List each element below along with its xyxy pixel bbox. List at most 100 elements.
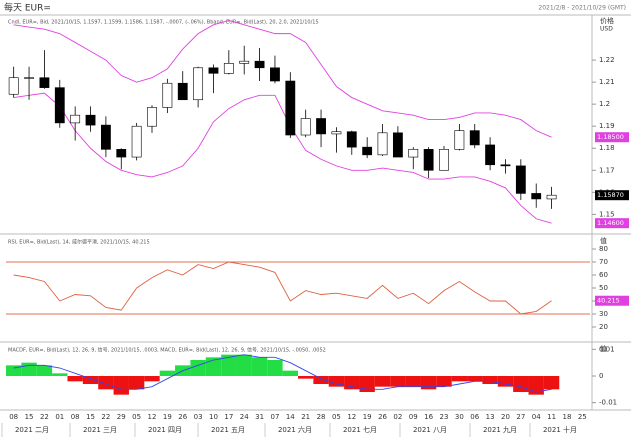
legend: MACDF, EUR=, Bid(Last), 12, 26, 9, 信号, 2… xyxy=(8,347,326,354)
y-tick-label: 1.2 xyxy=(599,100,610,108)
x-tick-label: 29 xyxy=(117,413,126,421)
macd-bar xyxy=(82,376,99,384)
candle-body xyxy=(423,149,434,171)
macd-bar xyxy=(190,360,206,376)
y-tick-label: 1.18 xyxy=(599,144,615,152)
y-tick-label: 1.17 xyxy=(599,166,615,174)
candle-body xyxy=(331,131,342,135)
month-label: 2021 九月 xyxy=(483,425,517,434)
x-tick-label: 22 xyxy=(101,413,110,421)
candle-body xyxy=(377,132,388,156)
candle-body xyxy=(254,60,265,69)
x-tick-label: 12 xyxy=(148,413,157,421)
candle-body xyxy=(515,165,526,194)
x-tick-label: 20 xyxy=(501,413,510,421)
month-label: 2021 二月 xyxy=(15,426,49,434)
candle-body xyxy=(239,60,250,64)
macd-bar xyxy=(36,365,53,376)
y-tick-label: 1.21 xyxy=(599,78,615,86)
x-tick-label: 13 xyxy=(486,413,495,421)
macd-bar xyxy=(405,376,421,387)
x-tick-label: 05 xyxy=(132,413,141,421)
candle-body xyxy=(162,82,173,108)
y-tick-label: 1.22 xyxy=(599,56,615,64)
x-tick-label: 17 xyxy=(224,413,233,421)
x-tick-label: 31 xyxy=(255,413,264,421)
y-tick-label: 70 xyxy=(599,258,608,266)
candle-body xyxy=(100,124,111,150)
x-tick-label: 08 xyxy=(9,413,18,421)
month-label: 2021 十月 xyxy=(543,425,577,434)
candle-body xyxy=(8,77,19,95)
x-tick-label: 26 xyxy=(378,413,387,421)
candle-body xyxy=(531,193,542,200)
candle-body xyxy=(208,67,219,74)
candle-body xyxy=(193,67,204,101)
macd-bar xyxy=(113,376,129,395)
price-tag-label: 1.14600 xyxy=(597,219,624,227)
x-tick-label: 01 xyxy=(55,413,64,421)
candle-body xyxy=(39,77,50,88)
candle-body xyxy=(316,118,326,135)
candle-body xyxy=(500,164,511,167)
price-tag xyxy=(595,295,629,306)
macd-bar xyxy=(205,357,222,376)
macd-bar xyxy=(282,370,298,376)
macd-bar xyxy=(6,365,22,376)
candle-body xyxy=(70,114,81,124)
x-tick-label: 12 xyxy=(347,413,356,421)
candle-body xyxy=(346,131,357,148)
candle-body xyxy=(285,80,296,136)
price-tag xyxy=(595,190,629,201)
x-tick-label: 30 xyxy=(455,413,464,421)
price-tag xyxy=(595,132,629,143)
price-tag xyxy=(595,218,629,229)
x-tick-label: 22 xyxy=(40,413,49,421)
y-tick-label: 1.19 xyxy=(599,122,615,130)
x-tick-label: 19 xyxy=(163,413,172,421)
y-tick-label: 0.01 xyxy=(599,345,615,353)
y-tick-label: 0 xyxy=(599,372,603,380)
macd-bar xyxy=(298,376,314,379)
macd-bar xyxy=(451,376,468,382)
x-tick-label: 14 xyxy=(286,413,295,421)
x-tick-label: 10 xyxy=(209,413,218,421)
candle-body xyxy=(300,118,311,136)
y-tick-label: 80 xyxy=(599,245,608,253)
candle-body xyxy=(392,132,403,158)
macd-bar xyxy=(543,376,560,390)
candle-body xyxy=(131,125,142,158)
macd-bar xyxy=(528,376,544,395)
macd-bar xyxy=(236,354,252,376)
candle-body xyxy=(546,194,557,200)
candle-body xyxy=(54,87,65,124)
month-label: 2021 四月 xyxy=(148,426,182,434)
macd-bar xyxy=(128,376,145,390)
macd-bar xyxy=(374,376,391,387)
legend: Cndl, EUR=, Bid, 2021/10/15, 1.1597, 1.1… xyxy=(8,20,319,26)
macd-bar xyxy=(67,376,83,382)
candle-body xyxy=(85,114,96,126)
y-axis-label: 值 xyxy=(600,236,607,245)
macd-bar xyxy=(420,376,437,390)
macd-bar xyxy=(251,357,268,376)
x-tick-label: 27 xyxy=(516,413,525,421)
series-line xyxy=(13,92,552,224)
candle-body xyxy=(469,130,480,146)
y-tick-label: 1.15 xyxy=(599,210,615,218)
candle-body xyxy=(454,130,465,150)
y-tick-label: -0.01 xyxy=(599,399,617,407)
month-label: 2021 三月 xyxy=(83,426,117,434)
macd-bar xyxy=(359,376,375,392)
x-tick-label: 02 xyxy=(393,413,402,421)
y-axis-label: 值 xyxy=(600,344,607,353)
x-tick-label: 19 xyxy=(363,413,372,421)
candle-body xyxy=(270,67,280,82)
macd-bar xyxy=(390,376,406,387)
x-tick-label: 06 xyxy=(470,413,479,421)
x-tick-label: 18 xyxy=(562,413,571,421)
x-tick-label: 28 xyxy=(317,413,326,421)
price-tag-label: 1.18500 xyxy=(597,133,624,141)
y-tick-label: 30 xyxy=(599,310,608,318)
